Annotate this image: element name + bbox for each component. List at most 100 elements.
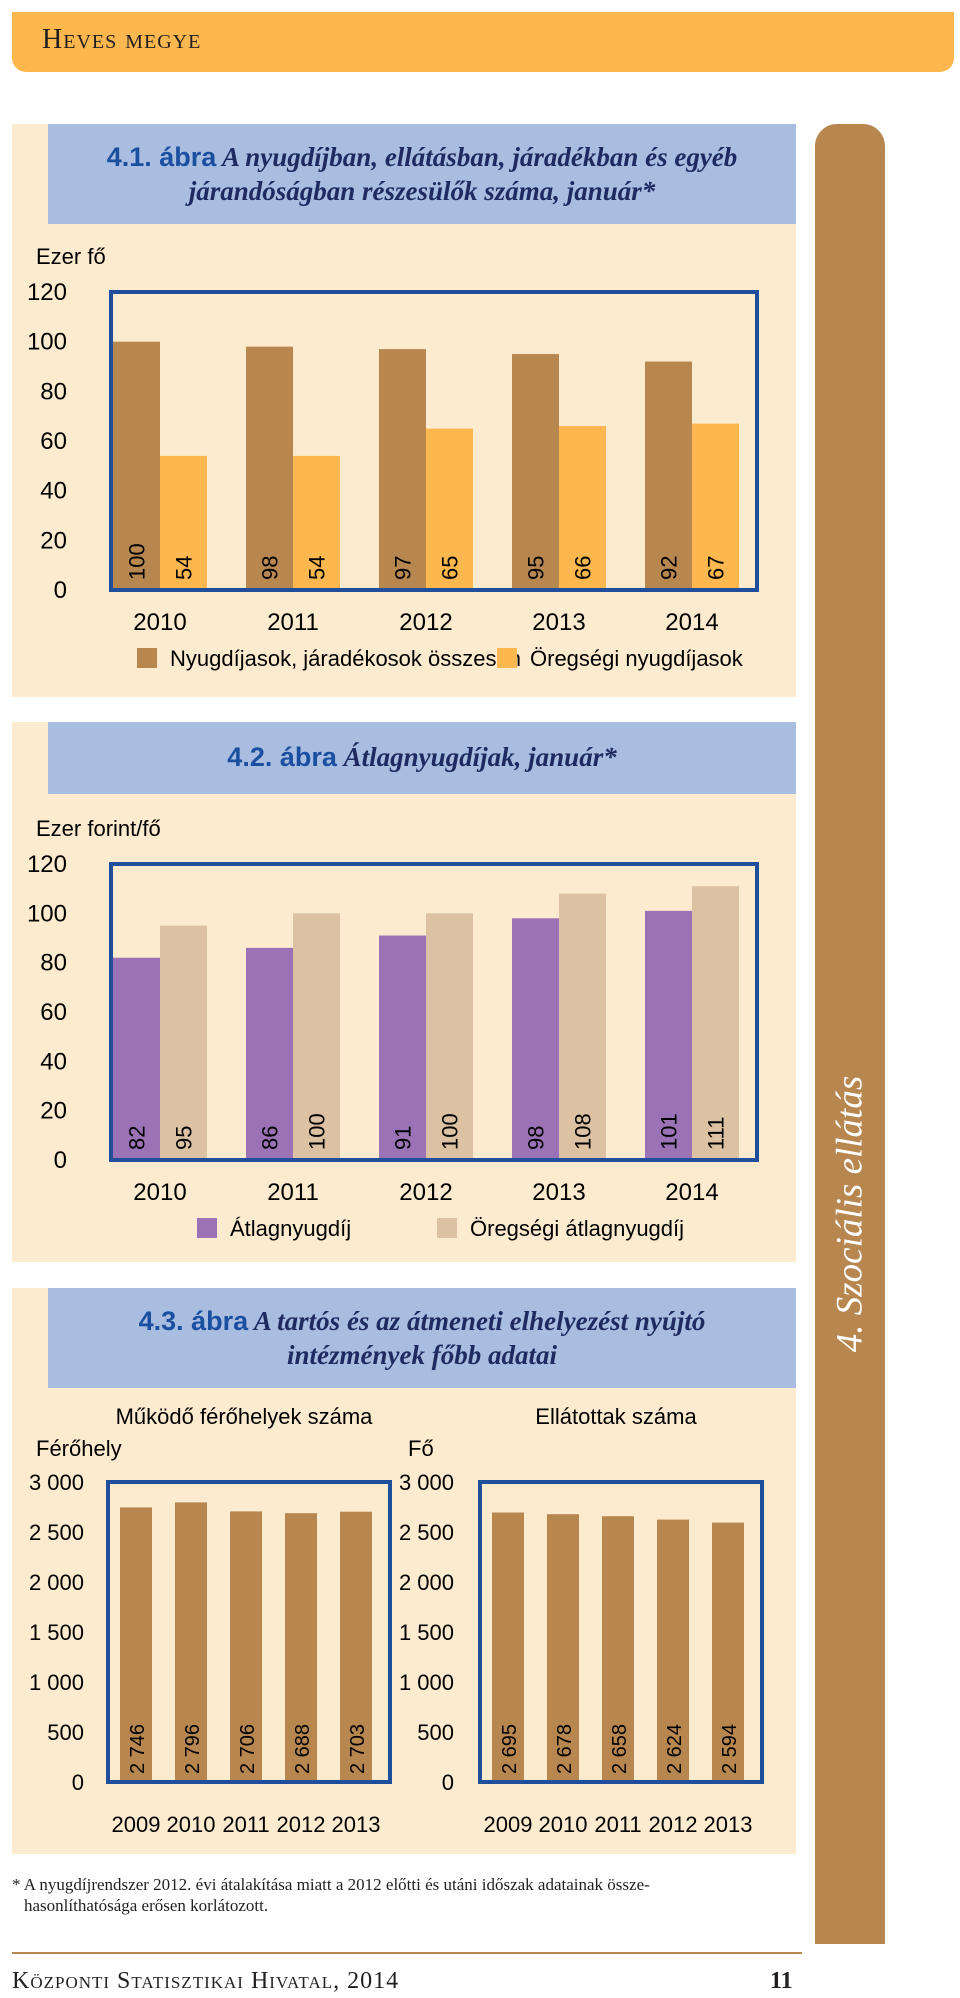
y-tick-label: 1 500	[29, 1620, 84, 1645]
figure-3-number: 4.3. ábra	[138, 1306, 249, 1336]
y-tick-label: 60	[40, 999, 67, 1026]
y-tick-label: 100	[27, 329, 67, 356]
y-tick-label: 120	[27, 279, 67, 306]
bar	[657, 1519, 689, 1782]
data-label: 91	[391, 1126, 416, 1150]
bar-series1	[645, 910, 692, 1160]
data-label: 98	[524, 1126, 549, 1150]
figure-3-title: 4.3. ábra A tartós és az átmeneti elhely…	[48, 1304, 796, 1372]
y-tick-label: 0	[54, 577, 67, 604]
footnote-line2: hasonlíthatósága erősen korlátozott.	[24, 1896, 269, 1915]
bar	[712, 1522, 744, 1782]
figure-2-title-bar	[48, 722, 796, 794]
data-label: 2 624	[664, 1724, 686, 1774]
bar-series1	[113, 341, 160, 590]
legend-swatch	[497, 648, 517, 668]
y-tick-label: 0	[54, 1147, 67, 1174]
legend-label: Öregségi nyugdíjasok	[530, 646, 744, 671]
page-number: 11	[770, 1968, 793, 1994]
header-title: Heves megye	[42, 24, 202, 55]
y-tick-label: 80	[40, 378, 67, 405]
legend-label: Átlagnyugdíj	[230, 1216, 351, 1241]
y-axis-label: Ezer forint/fő	[36, 816, 161, 841]
data-label: 108	[571, 1113, 596, 1150]
y-tick-label: 100	[27, 900, 67, 927]
figure-2-title-text: Átlagnyugdíjak, január*	[343, 742, 617, 772]
x-tick-label: 2011	[594, 1812, 641, 1837]
chart-subtitle: Ellátottak száma	[535, 1404, 697, 1429]
bar-series2	[692, 423, 739, 590]
x-tick-label: 2010	[133, 1179, 186, 1206]
bar-series2	[293, 455, 340, 590]
x-tick-label: 2010	[539, 1812, 588, 1837]
footer-divider	[12, 1952, 802, 1954]
bar-series1	[113, 957, 160, 1160]
legend-swatch	[137, 648, 157, 668]
plot-frame	[478, 1480, 764, 1784]
data-label: 2 678	[554, 1724, 576, 1774]
data-label: 92	[657, 556, 682, 580]
data-label: 54	[172, 556, 197, 580]
data-label: 67	[704, 556, 729, 580]
y-tick-label: 2 500	[29, 1520, 84, 1545]
figure-3-title-bar	[48, 1288, 796, 1388]
data-label: 2 703	[347, 1724, 369, 1774]
x-tick-label: 2014	[665, 1179, 718, 1206]
x-tick-label: 2009	[484, 1812, 533, 1837]
x-tick-label: 2013	[704, 1812, 753, 1837]
bar-series1	[512, 918, 559, 1160]
y-tick-label: 40	[40, 1048, 67, 1075]
legend-label: Öregségi átlagnyugdíj	[470, 1216, 684, 1241]
bar-series1	[246, 947, 293, 1160]
y-tick-label: 500	[417, 1720, 454, 1745]
bar	[230, 1511, 262, 1782]
bar	[547, 1514, 579, 1782]
data-label: 98	[258, 556, 283, 580]
data-label: 100	[305, 1113, 330, 1150]
data-label: 2 746	[127, 1724, 149, 1774]
bar-series1	[379, 349, 426, 590]
data-label: 86	[258, 1126, 283, 1150]
x-tick-label: 2011	[222, 1812, 269, 1837]
data-label: 100	[125, 543, 150, 580]
x-tick-label: 2010	[167, 1812, 216, 1837]
figure-3-title-line2: intézmények főbb adatai	[287, 1340, 557, 1370]
footer-publisher: Központi Statisztikai Hivatal, 2014	[12, 1968, 400, 1994]
figure-2-title: 4.2. ábra Átlagnyugdíjak, január*	[48, 740, 796, 774]
y-tick-label: 0	[442, 1770, 454, 1795]
bar	[492, 1512, 524, 1782]
bar-series2	[160, 925, 207, 1160]
y-tick-label: 2 500	[399, 1520, 454, 1545]
bar	[285, 1513, 317, 1782]
figure-2-number: 4.2. ábra	[227, 742, 337, 772]
bar-series1	[512, 354, 559, 590]
y-tick-label: 2 000	[399, 1570, 454, 1595]
x-tick-label: 2011	[267, 1179, 319, 1206]
legend-label: Nyugdíjasok, járadékosok összesen	[170, 646, 521, 671]
data-label: 65	[438, 556, 463, 580]
data-label: 2 695	[499, 1724, 521, 1774]
x-tick-label: 2014	[665, 609, 718, 636]
header-bar: Heves megye	[12, 12, 954, 72]
y-tick-label: 40	[40, 478, 67, 505]
figure-1-title-line2: járandóságban részesülők száma, január*	[188, 176, 656, 206]
bar-series2	[293, 913, 340, 1160]
plot-frame	[109, 862, 759, 1162]
legend-swatch	[197, 1218, 217, 1238]
y-axis-label: Ezer fő	[36, 244, 106, 269]
y-tick-label: 3 000	[29, 1470, 84, 1495]
bar-series1	[645, 361, 692, 590]
data-label: 95	[172, 1126, 197, 1150]
x-tick-label: 2012	[649, 1812, 698, 1837]
x-tick-label: 2013	[532, 609, 585, 636]
y-tick-label: 0	[72, 1770, 84, 1795]
bar	[175, 1502, 207, 1782]
x-tick-label: 2012	[277, 1812, 326, 1837]
y-tick-label: 1 000	[29, 1670, 84, 1695]
x-tick-label: 2009	[112, 1812, 161, 1837]
bar	[602, 1516, 634, 1782]
data-label: 2 688	[292, 1724, 314, 1774]
bar-series1	[246, 346, 293, 590]
data-label: 111	[704, 1117, 729, 1150]
